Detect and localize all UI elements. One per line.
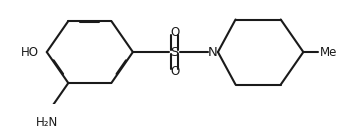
Text: S: S xyxy=(170,46,179,58)
Text: HO: HO xyxy=(20,46,38,58)
Text: N: N xyxy=(208,46,218,58)
Text: O: O xyxy=(170,26,179,39)
Text: H₂N: H₂N xyxy=(36,116,58,128)
Text: Me: Me xyxy=(320,46,337,58)
Text: O: O xyxy=(170,65,179,78)
